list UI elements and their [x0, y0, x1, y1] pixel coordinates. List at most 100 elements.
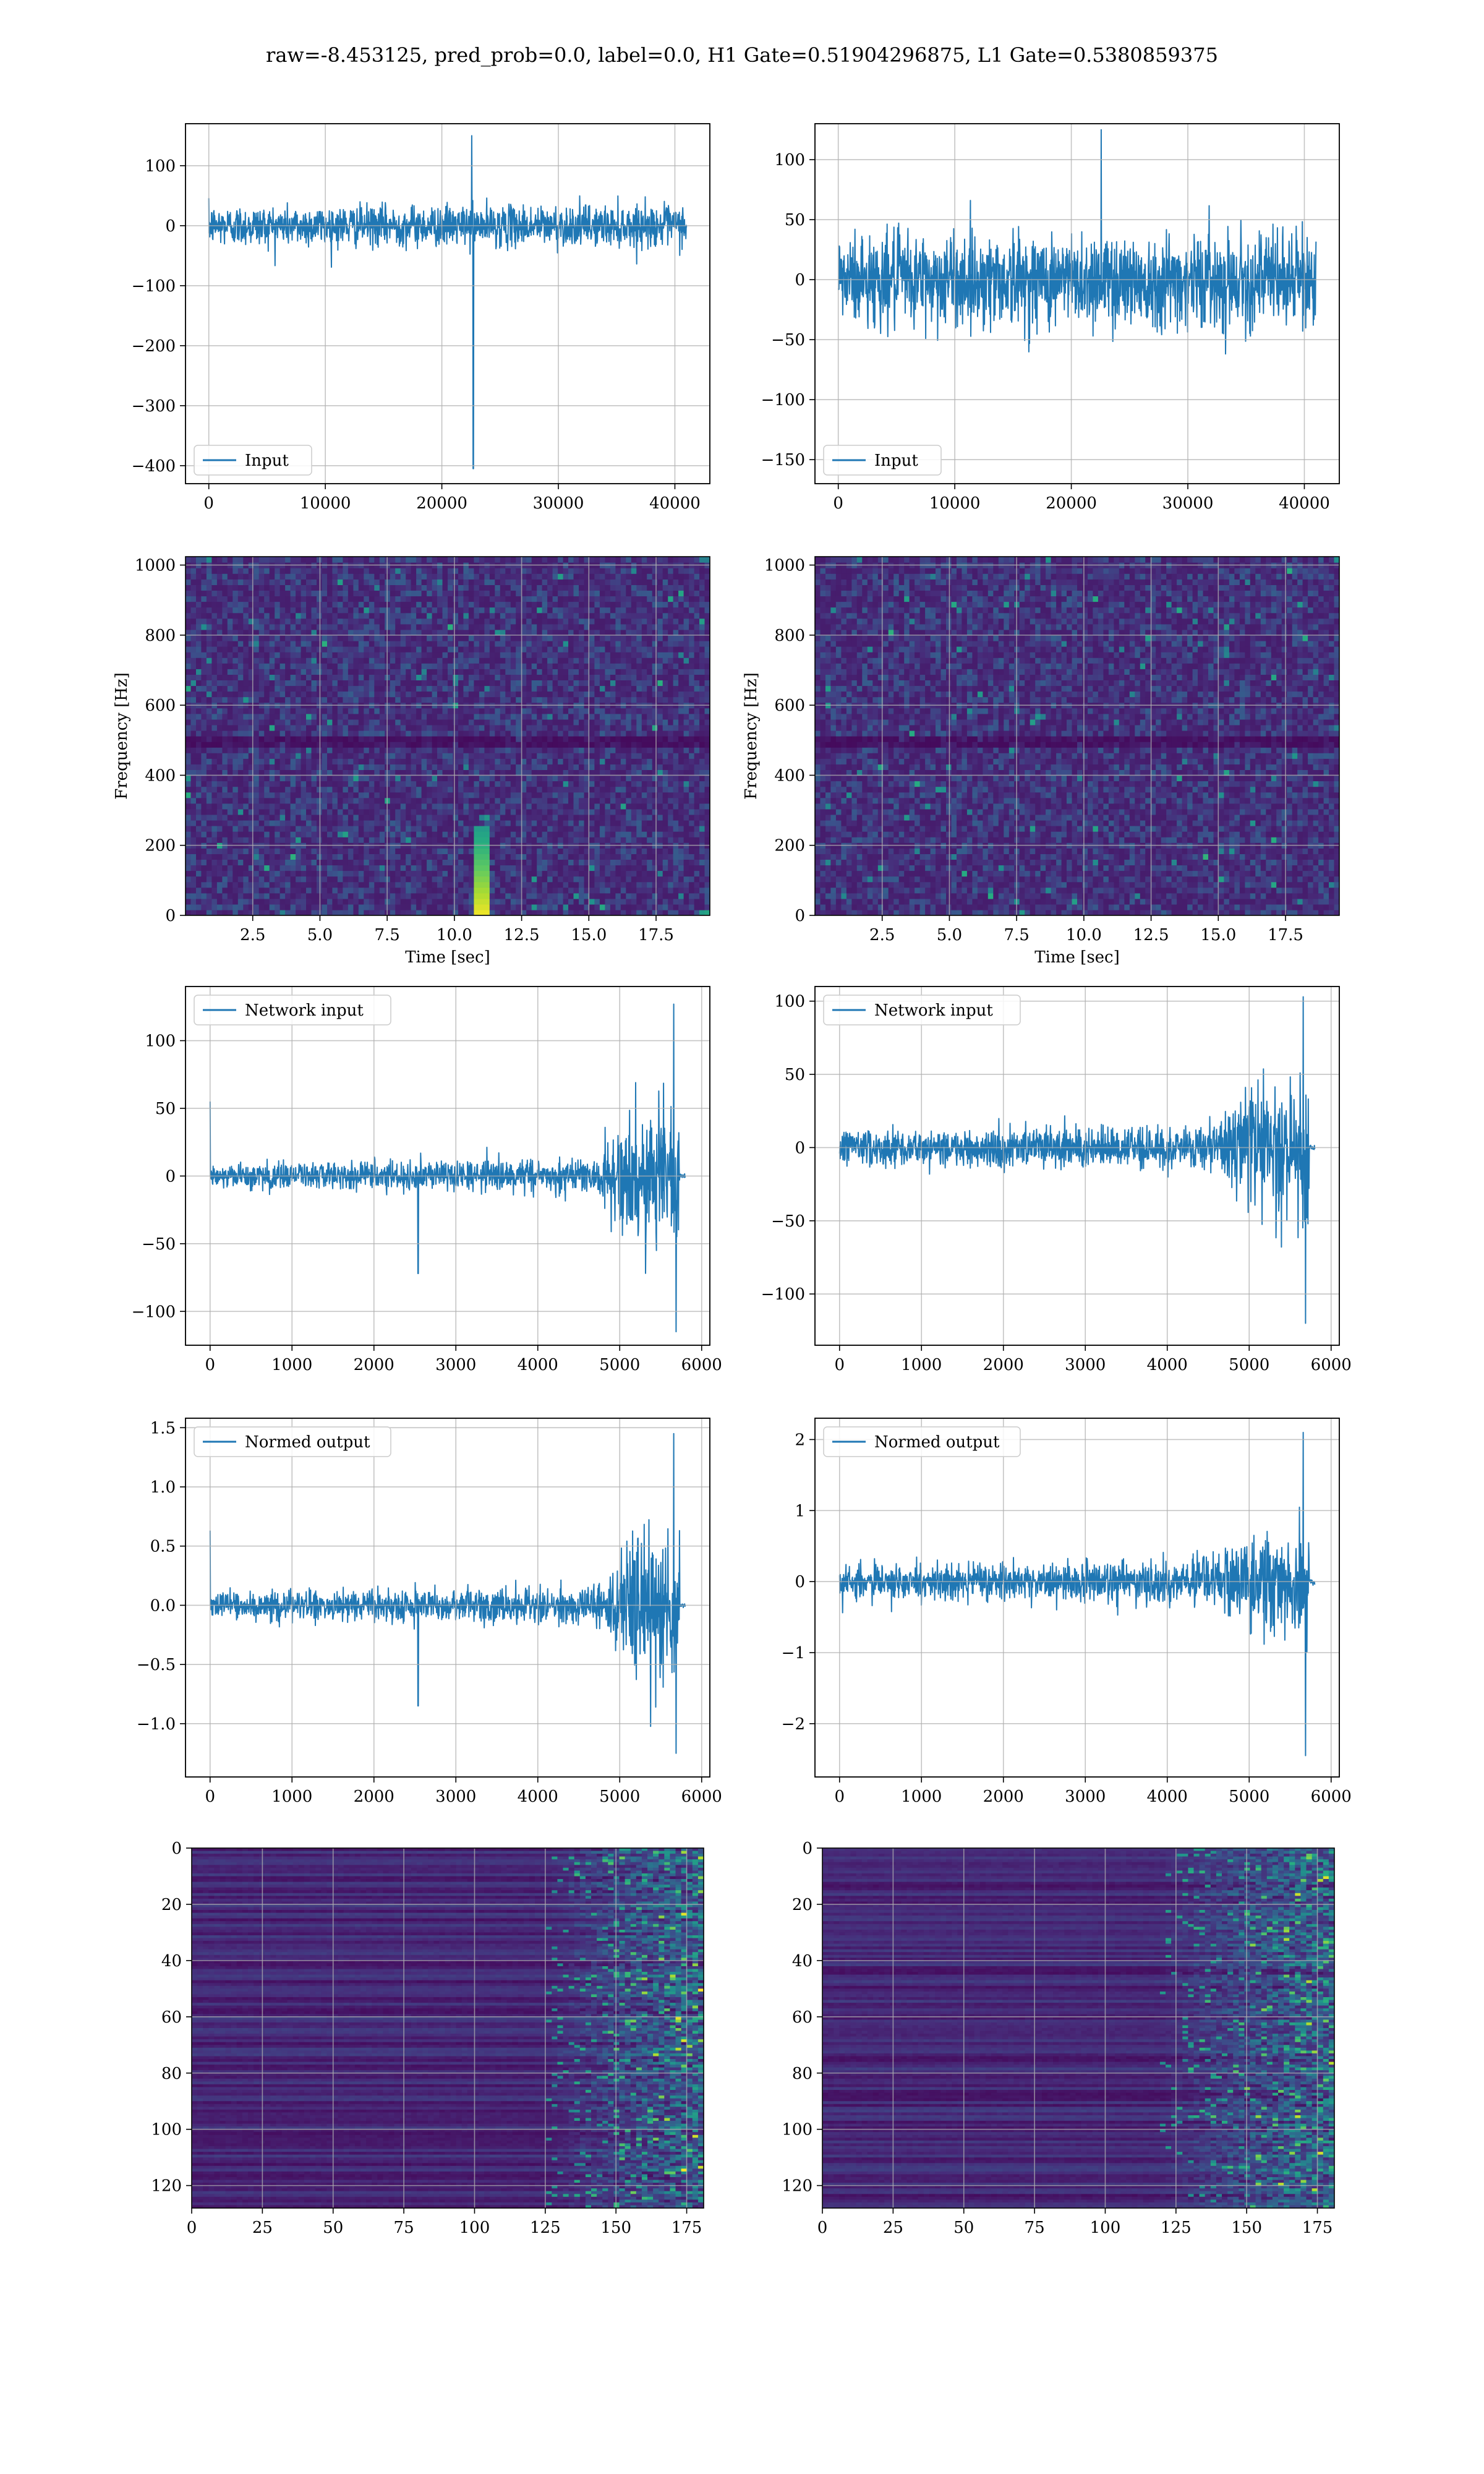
- heatmap-cell: [290, 747, 296, 753]
- heatmap-cell: [563, 724, 569, 731]
- heatmap-cell: [317, 898, 323, 905]
- heatmap-cell: [489, 557, 495, 563]
- heatmap-cell: [484, 713, 490, 720]
- heatmap-cell: [537, 724, 543, 731]
- heatmap-cell: [206, 747, 212, 753]
- heatmap-cell: [337, 612, 343, 619]
- heatmap-cell: [243, 870, 249, 877]
- heatmap-cell: [479, 685, 485, 692]
- heatmap-cell: [489, 898, 495, 905]
- heatmap-cell: [510, 618, 516, 625]
- heatmap-cell: [332, 898, 338, 905]
- heatmap-cell: [264, 663, 270, 669]
- heatmap-cell: [479, 904, 485, 910]
- heatmap-cell: [227, 820, 233, 826]
- heatmap-cell: [296, 870, 302, 877]
- heatmap-cell: [327, 775, 333, 782]
- heatmap-cell: [254, 876, 260, 883]
- heatmap-cell: [442, 797, 448, 804]
- heatmap-cell: [479, 607, 485, 614]
- heatmap-cell: [285, 685, 291, 692]
- heatmap-cell: [358, 781, 364, 787]
- heatmap-cell: [254, 584, 260, 591]
- heatmap-cell: [568, 898, 574, 905]
- heatmap-cell: [416, 820, 422, 826]
- heatmap-cell: [563, 618, 569, 625]
- heatmap-cell: [516, 781, 522, 787]
- heatmap-cell: [500, 876, 506, 883]
- heatmap-cell: [573, 623, 579, 630]
- heatmap-cell: [211, 859, 218, 866]
- heatmap-cell: [369, 881, 375, 888]
- heatmap-cell: [406, 730, 412, 737]
- y-tick-label: 0: [165, 217, 176, 236]
- heatmap-cell: [369, 640, 375, 647]
- heatmap-cell: [311, 674, 317, 680]
- heatmap-cell: [463, 607, 469, 614]
- heatmap-cell: [390, 674, 396, 680]
- heatmap-cell: [479, 573, 485, 580]
- heatmap-cell: [254, 758, 260, 764]
- heatmap-cell: [542, 909, 548, 915]
- heatmap-cell: [327, 573, 333, 580]
- heatmap-cell: [437, 663, 443, 669]
- heatmap-cell: [206, 909, 212, 915]
- heatmap-cell: [411, 691, 417, 698]
- heatmap-cell: [484, 568, 490, 574]
- heatmap-cell: [275, 814, 281, 821]
- heatmap-cell: [442, 781, 448, 787]
- heatmap-cell: [358, 904, 364, 910]
- heatmap-cell: [332, 691, 338, 698]
- heatmap-cell: [468, 646, 474, 653]
- heatmap-cell: [448, 786, 454, 793]
- heatmap-cell: [379, 635, 385, 641]
- heatmap-cell: [348, 876, 354, 883]
- heatmap-cell: [206, 652, 212, 658]
- heatmap-cell: [290, 663, 296, 669]
- heatmap-cell: [258, 758, 265, 764]
- heatmap-cell: [505, 557, 511, 563]
- heatmap-cell: [500, 814, 506, 821]
- heatmap-cell: [206, 764, 212, 770]
- heatmap-cell: [353, 708, 359, 714]
- heatmap-cell: [432, 640, 438, 647]
- heatmap-cell: [516, 596, 522, 602]
- heatmap-cell: [495, 573, 501, 580]
- heatmap-cell: [343, 579, 349, 585]
- heatmap-cell: [232, 769, 239, 776]
- heatmap-cell: [542, 736, 548, 742]
- heatmap-cell: [547, 568, 553, 574]
- heatmap-cell: [285, 674, 291, 680]
- heatmap-cell: [584, 870, 590, 877]
- heatmap-cell: [279, 808, 286, 815]
- heatmap-cell: [264, 573, 270, 580]
- heatmap-cell: [348, 635, 354, 641]
- heatmap-cell: [332, 837, 338, 843]
- heatmap-cell: [248, 769, 254, 776]
- heatmap-cell: [190, 724, 197, 731]
- heatmap-cell: [411, 680, 417, 687]
- heatmap-cell: [379, 781, 385, 787]
- heatmap-cell: [264, 680, 270, 687]
- heatmap-cell: [227, 612, 233, 619]
- heatmap-cell: [505, 573, 511, 580]
- heatmap-cell: [563, 623, 569, 630]
- heatmap-cell: [264, 764, 270, 770]
- heatmap-cell: [379, 848, 385, 854]
- heatmap-cell: [332, 607, 338, 614]
- heatmap-cell: [206, 573, 212, 580]
- heatmap-cell: [327, 747, 333, 753]
- heatmap-cell: [269, 618, 275, 625]
- heatmap-cell: [279, 730, 286, 737]
- heatmap-cell: [206, 736, 212, 742]
- heatmap-cell: [348, 909, 354, 915]
- heatmap-cell: [322, 696, 328, 703]
- heatmap-cell: [432, 753, 438, 759]
- heatmap-cell: [531, 696, 537, 703]
- heatmap-cell: [222, 792, 228, 798]
- heatmap-cell: [222, 887, 228, 894]
- heatmap-cell: [510, 769, 516, 776]
- heatmap-cell: [437, 797, 443, 804]
- heatmap-cell: [448, 909, 454, 915]
- heatmap-cell: [558, 781, 564, 787]
